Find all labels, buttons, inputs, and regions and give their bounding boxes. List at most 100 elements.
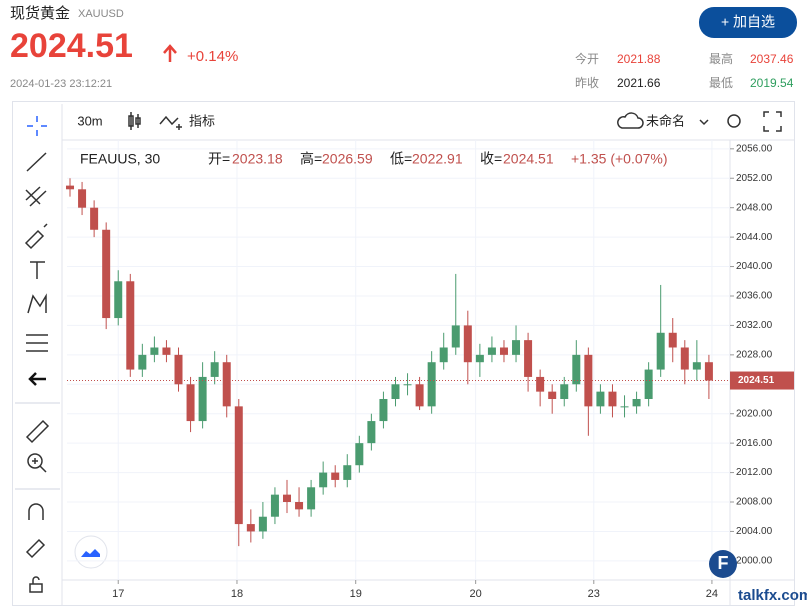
candle-body [391,384,400,399]
lock-draw-tool[interactable] [25,538,46,559]
price: 2024.51 [10,27,133,65]
x-tick-label: 17 [112,588,124,600]
last-price-tag [730,371,794,390]
legend-item: 高= [300,151,322,167]
candle-body [536,376,545,392]
stat-label: 昨收 [575,76,599,90]
candle-body [319,472,328,488]
last-price-label: 2024.51 [738,375,775,386]
candle-body [282,494,291,503]
x-tick-label: 23 [588,588,600,600]
legend-item: +1.35 (+0.07%) [571,151,668,167]
candle-body [138,354,147,370]
button-label[interactable]: + 加自选 [721,14,775,30]
y-tick-label: 2012.00 [736,467,773,478]
brush-tool[interactable] [24,223,48,250]
candle-body [246,524,255,532]
stat-value: 2021.88 [617,52,661,66]
candle-body [632,398,641,407]
y-tick-label: 2056.00 [736,143,773,154]
timestamp: 2024-01-23 23:12:21 [10,78,112,90]
prediction-tool[interactable] [26,334,48,352]
cloud-icon[interactable] [617,112,644,129]
fib-tool[interactable] [25,186,47,207]
lock-tool[interactable] [29,576,43,593]
candle-body [463,325,472,363]
candle-type-icon[interactable] [128,112,141,130]
candle-body [475,354,484,363]
x-tick-label: 18 [231,588,243,600]
legend-item: 低= [390,151,412,167]
pattern-tool[interactable] [27,293,47,314]
y-tick-label: 2032.00 [736,320,773,331]
back-tool[interactable] [28,372,46,386]
candle-body [355,443,364,466]
candle-body [596,391,605,407]
drawing-tools [15,116,60,593]
candle-body [704,362,713,381]
candle-body [620,406,629,408]
legend-item: 收= [480,151,502,167]
candle-body [90,207,99,230]
y-tick-label: 2004.00 [736,526,773,537]
settings-icon[interactable] [727,114,741,128]
trendline-tool[interactable] [26,152,47,172]
plot: 2000.00 2004.00 2008.00 2012.00 2016.00 2020.… [62,140,795,606]
candle-body [307,487,316,510]
indicators-icon[interactable] [159,115,182,130]
crosshair-tool[interactable] [27,116,47,136]
candle-body [572,354,581,385]
candle-body [656,332,665,370]
candle-body [403,384,412,386]
candle-body [668,332,677,348]
layout-name[interactable]: 未命名 [646,113,685,128]
candle-body [258,516,267,532]
candle-body [367,421,376,444]
candle-body [66,185,75,190]
interval[interactable]: 30m [77,113,102,128]
candle-body [512,340,521,355]
add-watchlist-button[interactable]: + 加自选 [699,7,797,38]
candle-body [198,376,207,422]
title: 现货黄金 [10,5,70,22]
y-tick-label: 2020.00 [736,408,773,419]
candle-body [499,347,508,355]
y-tick-label: 2000.00 [736,556,773,567]
candle-body [487,347,496,355]
candle-body [524,340,533,377]
button-bg[interactable] [699,7,797,38]
zoom-tool[interactable] [27,453,43,469]
candle-body [608,391,617,407]
fit-button[interactable] [74,535,108,569]
candle-body [102,229,111,319]
magnet-tool[interactable] [28,503,44,520]
dropdown-icon[interactable] [699,119,709,126]
up-arrow [163,44,177,62]
fullscreen-icon[interactable] [763,111,782,132]
y-tick-label: 2052.00 [736,173,773,184]
fit-icon[interactable] [81,549,100,557]
candle-body [222,362,231,407]
candle-body [415,384,424,407]
candle-body [427,362,436,407]
stat-label: 最高 [709,51,733,66]
ruler-tool[interactable] [25,419,50,444]
candle-body [78,189,87,208]
candle-body [644,369,653,399]
candle-body [186,384,195,422]
candle-body [162,347,171,355]
y-tick-label: 2016.00 [736,438,773,449]
stat-label: 最低 [709,76,733,90]
change: +0.14% [187,48,238,65]
indicators[interactable]: 指标 [189,113,215,128]
logo-badge [709,550,737,578]
text-tool[interactable] [30,261,45,279]
candle-body [295,502,304,510]
candle-body [114,281,123,319]
candle-body [439,347,448,363]
x-tick-label: 20 [470,588,482,600]
watermark: talkfx.com [738,587,807,604]
candle-body [234,406,243,525]
legend-item: 2024.51 [503,151,554,167]
